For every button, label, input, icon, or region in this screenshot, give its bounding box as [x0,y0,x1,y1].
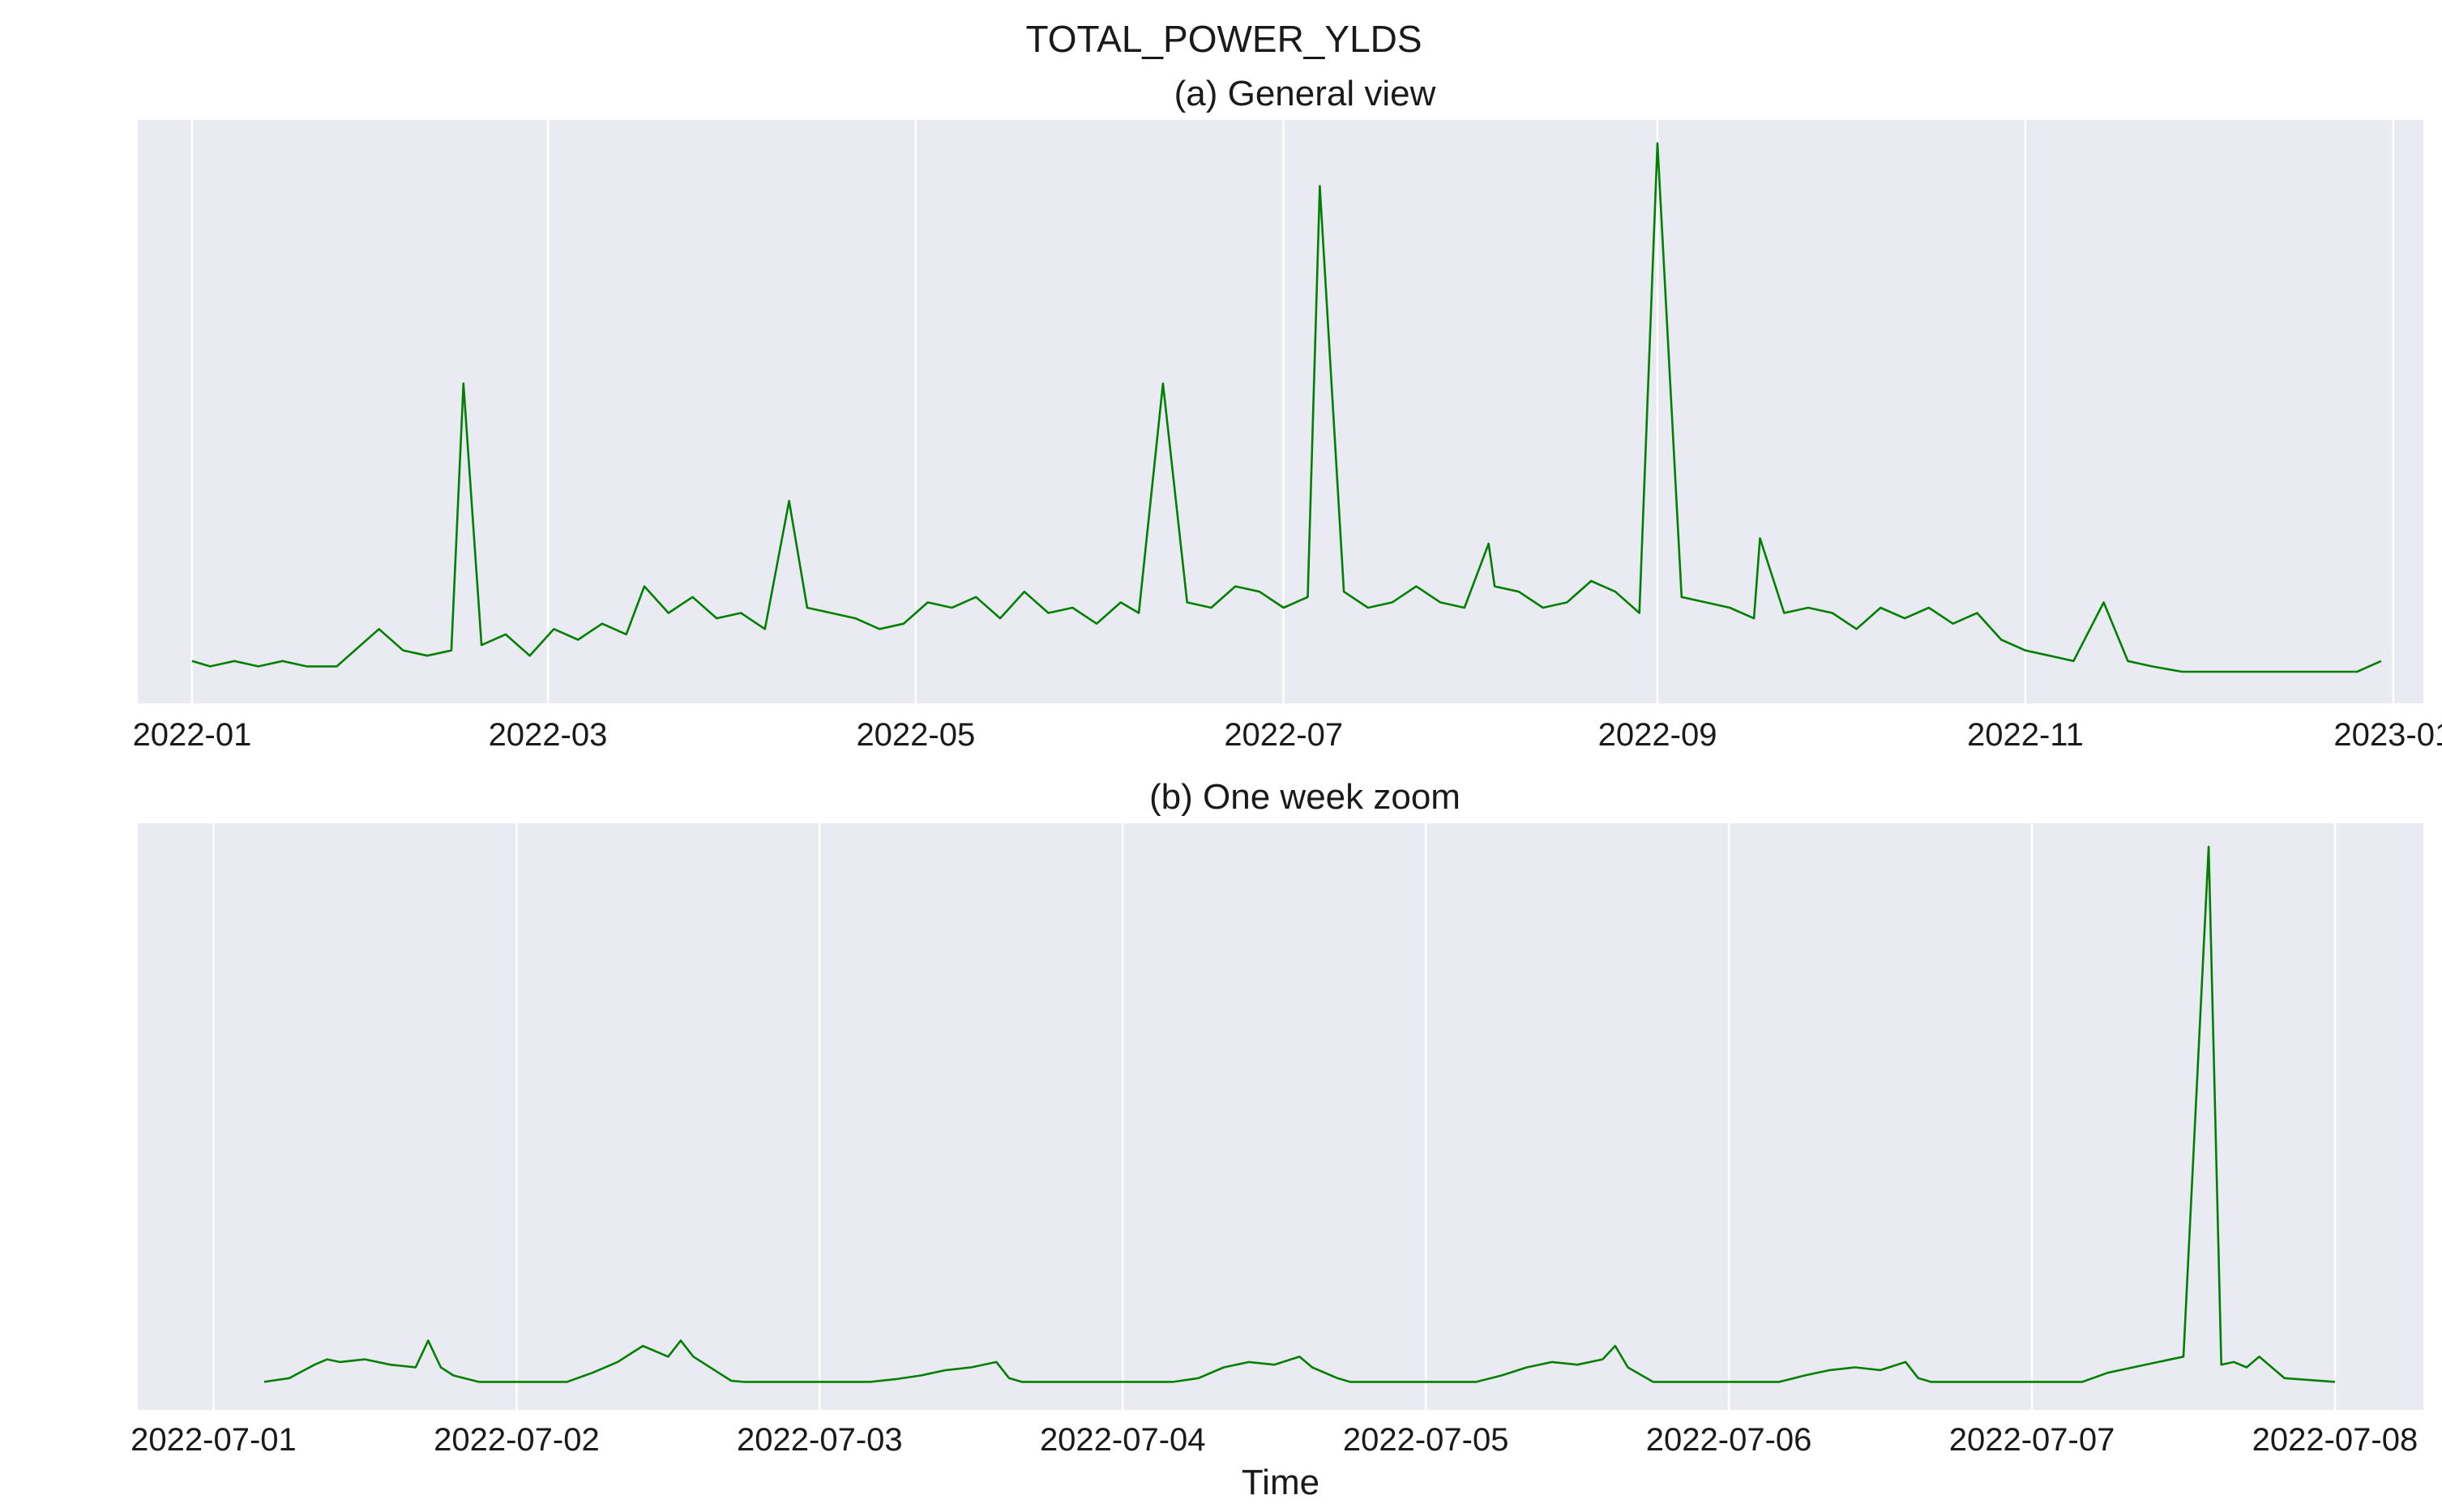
panel-a-title: (a) General view [1174,74,1436,113]
panel-a-x-tick-label: 2022-07 [1224,717,1343,753]
panel-general-view: (a) General view 2022-01 2022-03 2022-05 20… [133,74,2442,753]
panel-a-plot-area [138,120,2423,703]
panel-a-x-tick-label: 2022-05 [856,717,975,753]
panel-a-x-tick-label: 2023-01 [2333,717,2442,753]
panel-a-series-line [191,142,2382,673]
panel-b-x-tick-label: 2022-07-01 [130,1422,297,1458]
x-axis-label: Time [1242,1463,1319,1502]
panel-b-x-tick-label: 2022-07-07 [1949,1422,2115,1458]
panel-a-series [191,142,2382,673]
panel-b-x-ticks: 2022-07-01 2022-07-02 2022-07-03 2022-07-04… [130,1422,2418,1458]
panel-b-title: (b) One week zoom [1149,777,1460,817]
panel-a-x-ticks: 2022-01 2022-03 2022-05 2022-07 2022-09 2022-… [133,717,2442,753]
panel-b-series-line [263,845,2335,1383]
panel-b-x-tick-label: 2022-07-02 [434,1422,600,1458]
panel-a-grid [190,120,2395,703]
panel-a-x-tick-label: 2022-09 [1598,717,1717,753]
panel-a-x-tick-label: 2022-01 [133,717,252,753]
panel-b-x-tick-label: 2022-07-04 [1040,1422,1206,1458]
panel-b-plot-area [138,823,2423,1410]
figure-suptitle: TOTAL_POWER_YLDS [1025,18,1422,60]
panel-b-x-tick-label: 2022-07-08 [2252,1422,2418,1458]
panel-b-x-tick-label: 2022-07-05 [1343,1422,1509,1458]
panel-b-grid [212,823,2337,1410]
panel-a-x-tick-label: 2022-03 [489,717,608,753]
panel-one-week-zoom: (b) One week zoom 2022-07-01 2022-07-02 20… [130,777,2423,1458]
panel-a-x-tick-label: 2022-11 [1967,717,2084,753]
panel-b-x-tick-label: 2022-07-03 [737,1422,903,1458]
panel-b-series [263,845,2335,1383]
panel-b-x-tick-label: 2022-07-06 [1646,1422,1812,1458]
